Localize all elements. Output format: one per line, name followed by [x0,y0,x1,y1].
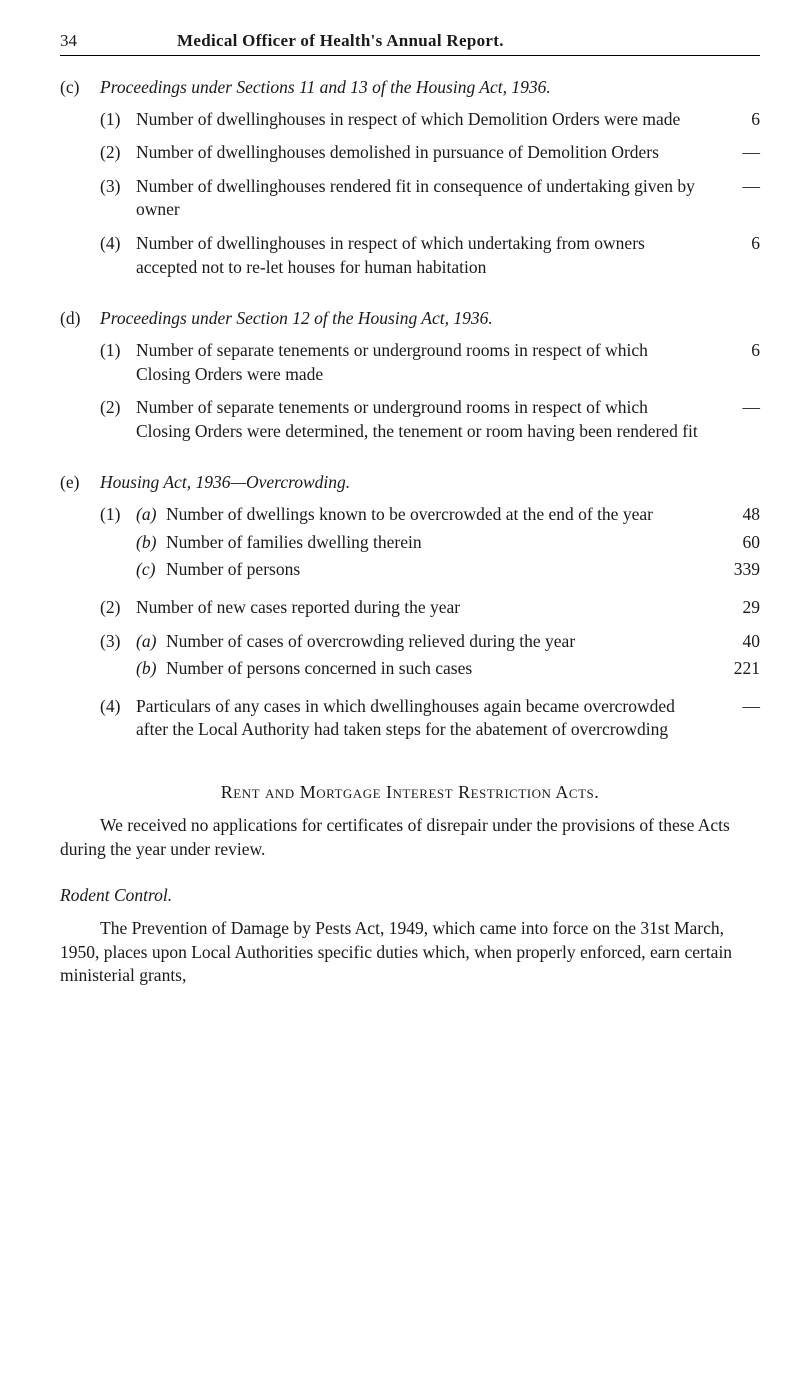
item-number: (2) [100,396,136,443]
item-text: Number of dwellinghouses demolished in p… [136,141,720,165]
sub-text: Number of families dwelling therein [166,531,720,555]
sub-letter: (a) [136,503,166,527]
section-letter-e: (e) [60,471,100,752]
item-number: (2) [100,596,136,620]
section-letter-c: (c) [60,76,100,289]
item-value: — [720,175,760,222]
item-number: (3) [100,630,136,685]
item-wrap: Number of separate tenements or undergro… [136,396,760,443]
sub-value: 339 [720,558,760,582]
item-wrap: Number of dwellinghouses in respect of w… [136,232,760,279]
section-c-heading: Proceedings under Sections 11 and 13 of … [100,76,760,100]
section-c-content: Proceedings under Sections 11 and 13 of … [100,76,760,289]
rodent-paragraph: The Prevention of Damage by Pests Act, 1… [60,917,760,988]
section-e-item-4: (4) Particulars of any cases in which dw… [100,695,760,742]
rodent-heading: Rodent Control. [60,884,760,908]
section-d-content: Proceedings under Section 12 of the Hous… [100,307,760,453]
item-value: 6 [720,339,760,386]
rent-heading: Rent and Mortgage Interest Restriction A… [60,780,760,804]
item-number: (1) [100,503,136,586]
sub-letter: (c) [136,558,166,582]
item-text: Number of separate tenements or undergro… [136,339,720,386]
section-c-item-1: (1) Number of dwellinghouses in respect … [100,108,760,132]
item-number: (1) [100,339,136,386]
sub-text: Number of dwellings known to be overcrow… [166,503,720,527]
sub-value: 221 [720,657,760,681]
page-header: 34 Medical Officer of Health's Annual Re… [60,30,760,56]
sub-value: 40 [720,630,760,654]
sub-item-a: (a) Number of cases of overcrowding reli… [136,630,760,654]
item-value: — [720,396,760,443]
nested-block: (a) Number of dwellings known to be over… [136,503,760,586]
sub-item-b: (b) Number of families dwelling therein … [136,531,760,555]
item-text: Particulars of any cases in which dwelli… [136,695,720,742]
nested-block: (a) Number of cases of overcrowding reli… [136,630,760,685]
section-e-heading: Housing Act, 1936—Overcrowding. [100,471,760,495]
item-wrap: Number of separate tenements or undergro… [136,339,760,386]
item-text: Number of separate tenements or undergro… [136,396,720,443]
item-value: 6 [720,108,760,132]
item-number: (1) [100,108,136,132]
section-c: (c) Proceedings under Sections 11 and 13… [60,76,760,289]
sub-letter: (a) [136,630,166,654]
sub-letter: (b) [136,657,166,681]
section-e-content: Housing Act, 1936—Overcrowding. (1) (a) … [100,471,760,752]
section-c-item-2: (2) Number of dwellinghouses demolished … [100,141,760,165]
item-text: Number of dwellinghouses in respect of w… [136,232,720,279]
item-wrap: Number of dwellinghouses demolished in p… [136,141,760,165]
item-wrap: Number of dwellinghouses rendered fit in… [136,175,760,222]
section-e-item-2: (2) Number of new cases reported during … [100,596,760,620]
item-text: Number of dwellinghouses rendered fit in… [136,175,720,222]
section-d-item-1: (1) Number of separate tenements or unde… [100,339,760,386]
item-number: (3) [100,175,136,222]
section-c-item-4: (4) Number of dwellinghouses in respect … [100,232,760,279]
sub-text: Number of persons concerned in such case… [166,657,720,681]
item-wrap: Particulars of any cases in which dwelli… [136,695,760,742]
item-number: (4) [100,232,136,279]
sub-item-c: (c) Number of persons 339 [136,558,760,582]
section-d-item-2: (2) Number of separate tenements or unde… [100,396,760,443]
item-number: (4) [100,695,136,742]
item-wrap: Number of new cases reported during the … [136,596,760,620]
sub-item-a: (a) Number of dwellings known to be over… [136,503,760,527]
item-value: — [720,695,760,742]
section-letter-d: (d) [60,307,100,453]
rent-paragraph: We received no applications for certific… [60,814,760,861]
sub-text: Number of persons [166,558,720,582]
section-c-item-3: (3) Number of dwellinghouses rendered fi… [100,175,760,222]
item-value: 6 [720,232,760,279]
item-value: 29 [720,596,760,620]
page-number: 34 [60,30,77,53]
section-d: (d) Proceedings under Section 12 of the … [60,307,760,453]
section-e-item-3: (3) (a) Number of cases of overcrowding … [100,630,760,685]
item-text: Number of new cases reported during the … [136,596,720,620]
section-d-heading: Proceedings under Section 12 of the Hous… [100,307,760,331]
sub-value: 48 [720,503,760,527]
sub-item-b: (b) Number of persons concerned in such … [136,657,760,681]
item-value: — [720,141,760,165]
sub-letter: (b) [136,531,166,555]
sub-text: Number of cases of overcrowding relieved… [166,630,720,654]
item-wrap: Number of dwellinghouses in respect of w… [136,108,760,132]
item-text: Number of dwellinghouses in respect of w… [136,108,720,132]
sub-value: 60 [720,531,760,555]
item-number: (2) [100,141,136,165]
section-e-item-1: (1) (a) Number of dwellings known to be … [100,503,760,586]
section-e: (e) Housing Act, 1936—Overcrowding. (1) … [60,471,760,752]
page-title: Medical Officer of Health's Annual Repor… [177,30,504,53]
